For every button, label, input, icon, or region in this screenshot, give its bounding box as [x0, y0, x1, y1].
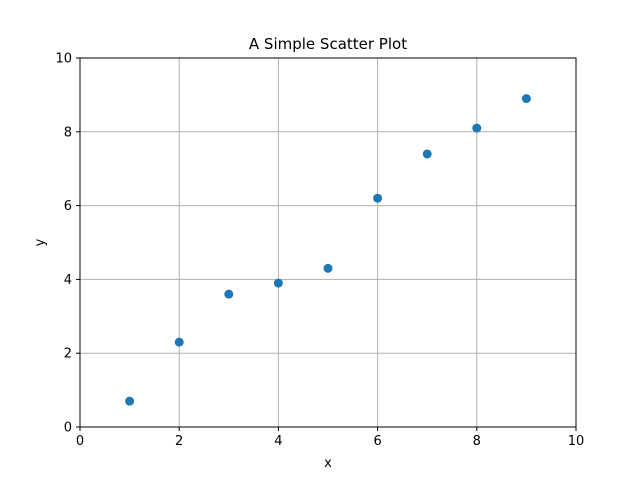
x-tick-label: 10 — [568, 434, 585, 449]
plot-area-frame — [79, 57, 577, 428]
x-tick-label: 6 — [373, 434, 381, 449]
scatter-point — [224, 289, 234, 299]
scatter-point — [422, 149, 432, 159]
x-tick-label: 0 — [76, 434, 84, 449]
scatter-point — [472, 123, 482, 133]
scatter-point — [323, 263, 333, 273]
scatter-point — [373, 193, 383, 203]
x-tick-label: 4 — [274, 434, 282, 449]
scatter-point — [273, 278, 283, 288]
x-axis-label: x — [324, 456, 332, 471]
axis-ticks: 0 2 4 6 8 10 0 2 4 6 8 10 — [55, 52, 584, 450]
chart-title: A Simple Scatter Plot — [249, 35, 407, 53]
y-tick-label: 0 — [64, 421, 72, 436]
data-points — [125, 94, 531, 406]
y-tick-label: 6 — [64, 199, 72, 214]
x-tick-label: 2 — [175, 434, 183, 449]
y-tick-label: 10 — [55, 52, 72, 67]
y-tick-label: 4 — [64, 273, 72, 288]
y-tick-label: 8 — [64, 125, 72, 140]
scatter-point — [125, 396, 135, 406]
y-axis-label: y — [33, 238, 48, 246]
x-tick-label: 8 — [473, 434, 481, 449]
scatter-point — [521, 94, 531, 104]
scatter-point — [174, 337, 184, 347]
y-tick-label: 2 — [64, 347, 72, 362]
